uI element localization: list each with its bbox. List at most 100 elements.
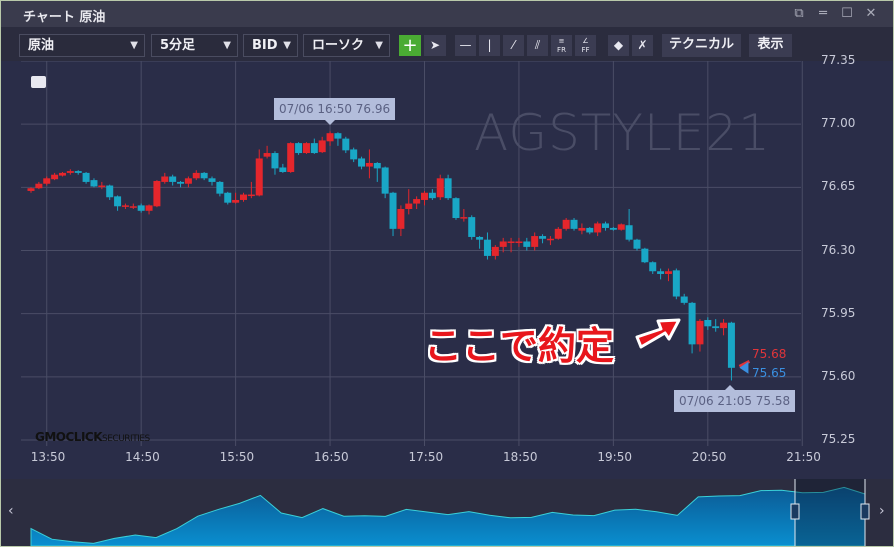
candle [594, 221, 602, 237]
candle-body [326, 133, 334, 142]
crosshair-button[interactable]: + [398, 34, 422, 57]
candlestick-chart[interactable] [1, 61, 894, 479]
maximize-icon[interactable]: ☐ [841, 6, 853, 21]
candle-body [633, 239, 641, 249]
ask-marker [738, 360, 751, 368]
candle-body [491, 246, 499, 256]
symbol-value: 原油 [28, 38, 55, 53]
price-type-select[interactable]: BID ▼ [243, 34, 298, 57]
candle [27, 187, 35, 193]
technical-button[interactable]: テクニカル [662, 34, 741, 57]
candle-body [358, 158, 366, 167]
symbol-select[interactable]: 原油 ▼ [19, 34, 145, 57]
scroll-left-icon[interactable]: ‹ [8, 503, 14, 519]
candle [239, 192, 247, 202]
display-button[interactable]: 表示 [749, 34, 792, 57]
candle-body [74, 171, 82, 173]
high-tooltip: 07/06 16:50 76.96 [274, 98, 396, 125]
pointer-button[interactable]: ➤ [423, 34, 447, 57]
candle-body [405, 203, 413, 209]
horizontal-line-icon: — [459, 38, 472, 52]
candle [539, 234, 547, 244]
candle [334, 132, 342, 146]
timeframe-select[interactable]: 5分足 ▼ [151, 34, 238, 57]
candle-body [161, 176, 169, 182]
navigator-area-chart[interactable] [1, 479, 894, 547]
candle-body [121, 205, 129, 207]
eraser-button[interactable]: ◆ [607, 34, 630, 57]
annotation-text: ここで約定 [424, 324, 615, 368]
candle [405, 189, 413, 215]
candle-body [444, 178, 452, 199]
candle-body [539, 236, 547, 239]
candle [74, 170, 82, 175]
candle-body [460, 217, 468, 219]
comment-icon[interactable] [31, 76, 46, 88]
candle-body [51, 174, 59, 180]
candle [491, 245, 499, 260]
candle-body [664, 271, 672, 274]
candle [523, 237, 531, 251]
candle [58, 171, 66, 177]
chart-type-value: ローソク [312, 38, 365, 53]
candle [468, 215, 476, 240]
horizontal-line-button[interactable]: — [454, 34, 477, 57]
candle [255, 149, 263, 197]
candle-body [617, 224, 625, 230]
candle [232, 192, 240, 204]
vertical-line-button[interactable]: | [478, 34, 501, 57]
candle [688, 301, 696, 354]
minimize-icon[interactable]: ═ [819, 6, 827, 21]
chevron-down-icon: ▼ [223, 40, 231, 51]
navigator-left-handle[interactable] [790, 503, 800, 520]
fibonacci-fan-button[interactable]: ∠ FF [574, 34, 597, 57]
bid-price-label: 75.65 [752, 366, 787, 380]
logo: GMOCLICKSECURITIES [35, 430, 150, 444]
candle [389, 191, 397, 237]
candle-body [90, 180, 98, 187]
close-icon[interactable]: ✕ [865, 6, 877, 21]
x-tick-label: 13:50 [30, 450, 66, 464]
toolbar: 原油 ▼ 5分足 ▼ BID ▼ ローソク ▼ + ➤ — | ⁄ ⫽ ≡ FR ∠ FF … [1, 27, 893, 61]
candle-body [649, 262, 657, 272]
candle [326, 131, 334, 146]
candle-body [216, 181, 224, 194]
candle-body [365, 162, 373, 167]
candle [184, 176, 192, 188]
ask-price-label: 75.68 [752, 347, 787, 361]
candle-body [381, 167, 389, 194]
fibonacci-retracement-button[interactable]: ≡ FR [550, 34, 573, 57]
navigator-right-handle[interactable] [860, 503, 870, 520]
delete-all-button[interactable]: ✗ [631, 34, 654, 57]
candles [27, 131, 735, 381]
vertical-line-icon: | [487, 38, 492, 52]
x-tick-label: 19:50 [597, 450, 632, 464]
candle [169, 174, 177, 186]
parallel-lines-button[interactable]: ⫽ [526, 34, 549, 57]
candle [570, 218, 578, 231]
candle-body [452, 198, 460, 219]
watermark: AGSTYLE21 [474, 104, 771, 162]
candle [476, 236, 484, 249]
candle-body [129, 206, 137, 208]
candle-body [468, 217, 476, 237]
candle-body [232, 199, 240, 203]
candle [106, 184, 114, 200]
navigator[interactable]: ‹ › [1, 479, 894, 547]
candle-body [476, 236, 484, 240]
candle-body [169, 176, 177, 182]
candle [271, 151, 279, 175]
candle [436, 174, 444, 200]
navigator-selection[interactable] [795, 479, 865, 547]
candle [208, 176, 216, 186]
y-tick-label: 76.30 [821, 242, 856, 257]
chevron-down-icon: ▼ [283, 40, 291, 51]
chart-type-select[interactable]: ローソク ▼ [303, 34, 390, 57]
candle [216, 181, 224, 197]
candle [664, 268, 672, 282]
candle-body [641, 248, 649, 263]
candle [121, 203, 129, 209]
scroll-right-icon[interactable]: › [879, 503, 885, 519]
restore-icon[interactable]: ⧉ [794, 6, 804, 21]
trend-line-button[interactable]: ⁄ [502, 34, 525, 57]
